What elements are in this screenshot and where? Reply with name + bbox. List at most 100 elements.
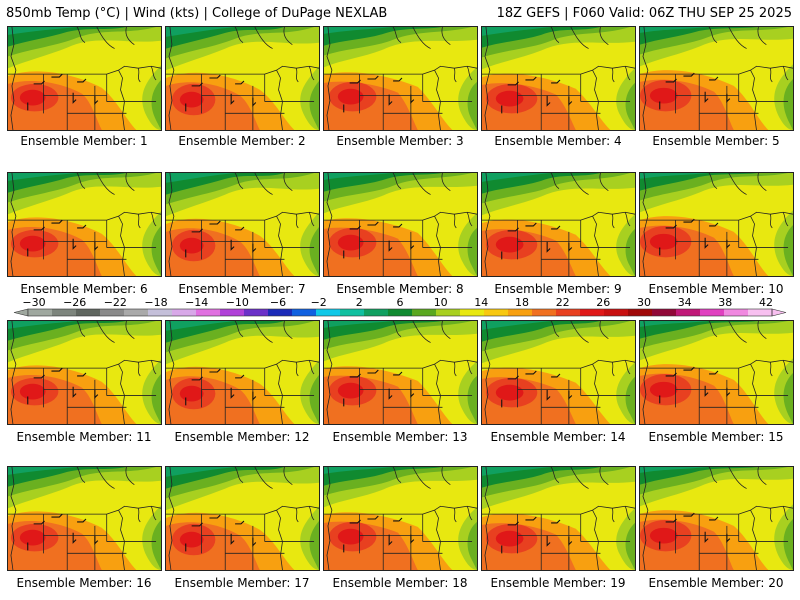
member-caption: Ensemble Member: 15 [648, 430, 784, 444]
ensemble-member-map [323, 172, 478, 277]
colorbar-swatch [100, 309, 125, 316]
colorbar-swatch [436, 309, 461, 316]
ensemble-member-map [639, 320, 794, 425]
colorbar-swatch [748, 309, 773, 316]
temperature-map [8, 467, 161, 570]
temperature-map [166, 27, 319, 130]
figure-title: 850mb Temp (°C) | Wind (kts) | College o… [6, 6, 388, 21]
colorbar-swatch [532, 309, 557, 316]
ensemble-member-map [165, 26, 320, 131]
colorbar-tick-label: 22 [556, 296, 570, 309]
member-caption: Ensemble Member: 9 [494, 282, 622, 296]
member-caption: Ensemble Member: 10 [648, 282, 784, 296]
colorbar-swatch [700, 309, 725, 316]
temperature-map [482, 467, 635, 570]
member-caption: Ensemble Member: 11 [16, 430, 152, 444]
ensemble-member-map [165, 320, 320, 425]
temperature-map [8, 321, 161, 424]
colorbar-left-arrow [13, 308, 29, 317]
colorbar-tick-label: −14 [185, 296, 208, 309]
ensemble-member-map [323, 466, 478, 571]
ensemble-member-map [639, 172, 794, 277]
member-caption: Ensemble Member: 20 [648, 576, 784, 590]
temperature-map [482, 27, 635, 130]
colorbar-swatch [316, 309, 341, 316]
colorbar-swatch [604, 309, 629, 316]
ensemble-member-map [165, 172, 320, 277]
member-caption: Ensemble Member: 19 [490, 576, 626, 590]
colorbar-tick-label: 42 [759, 296, 773, 309]
colorbar-swatch [172, 309, 197, 316]
colorbar-swatch [556, 309, 581, 316]
colorbar-swatch [484, 309, 509, 316]
member-caption: Ensemble Member: 3 [336, 134, 464, 148]
temperature-map [482, 321, 635, 424]
colorbar-tick-label: −30 [22, 296, 45, 309]
member-caption: Ensemble Member: 13 [332, 430, 468, 444]
member-caption: Ensemble Member: 12 [174, 430, 310, 444]
temperature-map [324, 27, 477, 130]
colorbar-swatch [460, 309, 485, 316]
colorbar-tick-label: −2 [311, 296, 327, 309]
ensemble-member-map [323, 26, 478, 131]
colorbar-tick-label: −10 [226, 296, 249, 309]
colorbar-swatch [628, 309, 653, 316]
run-valid-time: 18Z GEFS | F060 Valid: 06Z THU SEP 25 20… [496, 6, 792, 21]
colorbar-swatch [268, 309, 293, 316]
member-caption: Ensemble Member: 17 [174, 576, 310, 590]
colorbar-tick-label: 34 [678, 296, 692, 309]
colorbar-tick-label: −6 [270, 296, 286, 309]
colorbar-swatch [364, 309, 389, 316]
member-caption: Ensemble Member: 1 [20, 134, 148, 148]
colorbar-swatch [652, 309, 677, 316]
member-caption: Ensemble Member: 18 [332, 576, 468, 590]
colorbar-tick-label: −22 [104, 296, 127, 309]
ensemble-member-map [7, 172, 162, 277]
colorbar-swatch [292, 309, 317, 316]
colorbar-swatch [580, 309, 605, 316]
colorbar-tick-label: −18 [144, 296, 167, 309]
ensemble-member-map [7, 466, 162, 571]
colorbar-tick-label: 10 [434, 296, 448, 309]
ensemble-member-map [481, 172, 636, 277]
member-caption: Ensemble Member: 8 [336, 282, 464, 296]
member-caption: Ensemble Member: 7 [178, 282, 306, 296]
ensemble-member-map [7, 26, 162, 131]
temperature-map [640, 321, 793, 424]
colorbar-swatch [388, 309, 413, 316]
ensemble-member-map [481, 466, 636, 571]
colorbar-swatch [220, 309, 245, 316]
colorbar-right-arrow [771, 308, 787, 317]
ensemble-member-map [7, 320, 162, 425]
member-caption: Ensemble Member: 16 [16, 576, 152, 590]
colorbar-swatch [676, 309, 701, 316]
temperature-map [8, 27, 161, 130]
temperature-map [166, 321, 319, 424]
colorbar-swatch [124, 309, 149, 316]
member-caption: Ensemble Member: 2 [178, 134, 306, 148]
colorbar-swatch [412, 309, 437, 316]
temperature-map [640, 173, 793, 276]
colorbar-tick-label: 6 [397, 296, 404, 309]
colorbar-tick-label: 38 [718, 296, 732, 309]
member-caption: Ensemble Member: 4 [494, 134, 622, 148]
colorbar-swatch [724, 309, 749, 316]
colorbar-tick-label: 2 [356, 296, 363, 309]
colorbar-swatch [28, 309, 53, 316]
colorbar-tick-label: −26 [63, 296, 86, 309]
temperature-colorbar: −30 −26 −22 −18 −14 −10 −6 −2 2 6 10 14 18 22 26 30 34 38… [13, 296, 787, 317]
ensemble-member-map [481, 320, 636, 425]
member-caption: Ensemble Member: 6 [20, 282, 148, 296]
ensemble-member-map [639, 26, 794, 131]
temperature-map [640, 27, 793, 130]
member-caption: Ensemble Member: 5 [652, 134, 780, 148]
colorbar-swatch [244, 309, 269, 316]
ensemble-member-map [323, 320, 478, 425]
ensemble-member-map [639, 466, 794, 571]
ensemble-member-map [481, 26, 636, 131]
colorbar-swatch [148, 309, 173, 316]
colorbar-swatch [340, 309, 365, 316]
temperature-map [324, 321, 477, 424]
temperature-map [8, 173, 161, 276]
colorbar-swatch [76, 309, 101, 316]
